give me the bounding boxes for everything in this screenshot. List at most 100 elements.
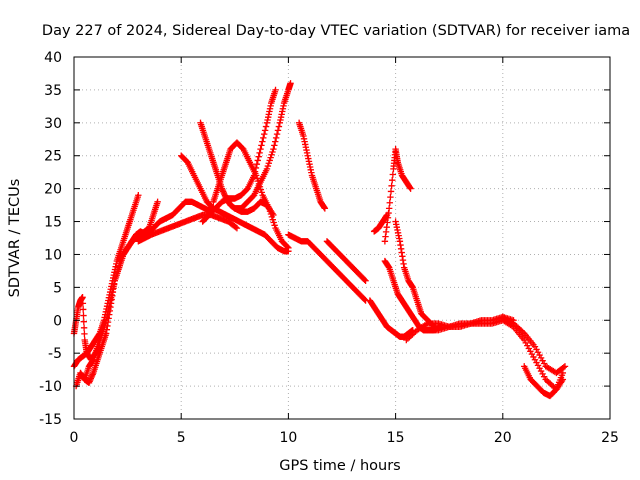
data-point <box>256 149 263 157</box>
series-arc4 <box>81 198 161 383</box>
data-point <box>268 151 275 158</box>
data-point <box>263 165 271 173</box>
series-arc20 <box>424 317 567 393</box>
data-point <box>362 277 369 284</box>
data-point <box>250 172 258 179</box>
chart-title: Day 227 of 2024, Sidereal Day-to-day VTE… <box>42 23 630 39</box>
series-arc21 <box>499 313 569 377</box>
data-point <box>79 300 87 307</box>
y-tick-label: -10 <box>39 379 62 395</box>
plot-frame <box>73 56 611 420</box>
data-point <box>265 205 273 212</box>
data-point <box>387 193 394 201</box>
series-arc13 <box>323 238 369 284</box>
data-point <box>232 223 239 231</box>
x-tick-label: 0 <box>70 430 79 446</box>
series-arc10 <box>231 80 294 212</box>
data-point <box>275 123 283 130</box>
y-tick-label: 20 <box>44 182 62 198</box>
data-point <box>261 127 269 134</box>
x-tick-label: 10 <box>279 430 297 446</box>
data-point <box>272 134 280 142</box>
y-tick-label: -15 <box>39 412 62 428</box>
data-point <box>258 142 265 149</box>
data-point <box>264 162 272 170</box>
data-point <box>389 171 397 178</box>
data-point <box>267 210 275 218</box>
series-arc17 <box>392 218 438 331</box>
x-tick-label: 15 <box>387 430 405 446</box>
grid <box>74 57 610 419</box>
data-point <box>252 164 260 172</box>
data-point <box>321 205 329 212</box>
y-tick-label: 10 <box>44 247 62 263</box>
y-tick-label: 25 <box>44 149 62 165</box>
data-point <box>265 160 272 167</box>
data-point <box>388 182 395 190</box>
data-point <box>257 145 264 153</box>
series-arc22 <box>521 363 567 400</box>
data-point <box>560 364 567 371</box>
data-point <box>274 127 282 134</box>
data-point <box>79 294 86 301</box>
data-point <box>268 213 276 221</box>
x-tick-label: 20 <box>494 430 512 446</box>
data-point <box>271 142 278 149</box>
data-point <box>251 168 259 175</box>
data-point <box>389 176 396 184</box>
data-point <box>272 86 279 94</box>
data-point <box>154 198 161 205</box>
series-arc9 <box>199 86 279 225</box>
data-point <box>135 192 142 199</box>
data-point <box>259 138 266 145</box>
x-axis: 0 5 10 15 20 25 <box>70 57 619 446</box>
series-arc11 <box>295 119 329 212</box>
data-point <box>271 222 278 229</box>
y-tick-label: 0 <box>53 313 62 329</box>
data-point <box>254 157 261 164</box>
x-tick-label: 25 <box>601 430 619 446</box>
data-point <box>387 188 395 195</box>
data-point <box>407 185 414 192</box>
series-arc15 <box>381 145 414 245</box>
series-arc18 <box>366 297 416 340</box>
y-tick-label: 30 <box>44 116 62 132</box>
x-axis-label: GPS time / hours <box>279 458 400 474</box>
data-point <box>270 219 277 226</box>
y-axis-label: SDTVAR / TECUs <box>7 179 23 298</box>
data-point <box>552 387 559 394</box>
data-point <box>233 224 241 232</box>
data-point <box>266 208 274 215</box>
data-point <box>273 130 281 138</box>
data-point <box>253 160 261 168</box>
data-point <box>80 324 88 331</box>
data-point <box>81 330 88 338</box>
y-tick-label: 40 <box>44 50 62 66</box>
data-point <box>80 312 87 319</box>
y-axis: -15 -10 -5 0 5 10 15 20 25 30 35 40 <box>39 50 610 428</box>
data-point <box>386 199 393 206</box>
data-point <box>260 134 267 142</box>
data-point <box>270 145 277 153</box>
data-point <box>361 276 368 284</box>
y-tick-label: 35 <box>44 83 62 99</box>
data-point <box>79 306 87 313</box>
y-tick-label: 5 <box>53 280 62 296</box>
data-point <box>261 130 268 138</box>
data-point <box>284 243 291 251</box>
data-point <box>258 189 265 196</box>
data-point <box>361 296 368 303</box>
data-point <box>269 216 276 223</box>
data-point <box>255 153 262 160</box>
data-point <box>559 369 567 377</box>
data-point <box>285 244 292 252</box>
y-tick-label: 15 <box>44 215 62 231</box>
series-arc12 <box>285 231 369 304</box>
data-point <box>269 148 276 156</box>
x-tick-label: 5 <box>177 430 186 446</box>
y-tick-label: -5 <box>48 346 62 362</box>
data-point <box>262 123 270 130</box>
data-point <box>385 205 393 212</box>
data-point <box>266 157 273 164</box>
